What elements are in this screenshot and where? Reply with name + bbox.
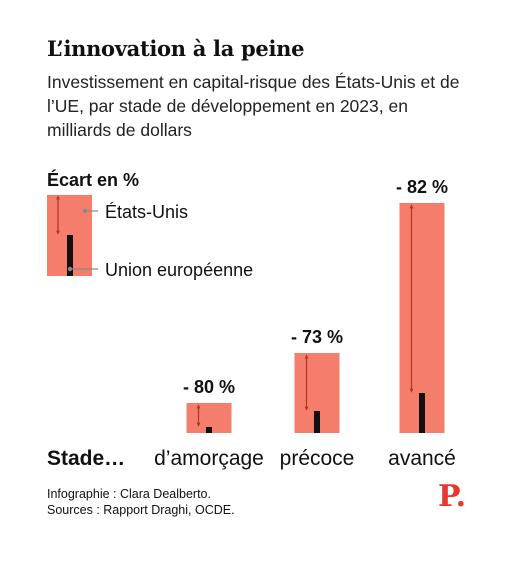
legend-eu-swatch bbox=[67, 235, 73, 276]
footer-credit: Infographie : Clara Dealberto. bbox=[47, 487, 211, 501]
eu-bar bbox=[419, 393, 425, 433]
legend-eu-label: Union européenne bbox=[105, 260, 253, 280]
chart-subtitle: Investissement en capital-risque des Éta… bbox=[47, 72, 460, 140]
legend-us-label: États-Unis bbox=[105, 202, 188, 222]
row-label: Stade… bbox=[47, 447, 125, 470]
chart-title: L’innovation à la peine bbox=[47, 36, 305, 61]
gap-label: - 80 % bbox=[183, 377, 235, 397]
publisher-logo: P. bbox=[438, 479, 467, 514]
legend-eu-dot bbox=[67, 266, 73, 272]
category-label: d’amorçage bbox=[154, 447, 264, 470]
legend-us-dot bbox=[82, 208, 88, 214]
legend: Écart en % États-Unis Union européenne bbox=[47, 169, 253, 280]
eu-bar bbox=[206, 427, 212, 433]
gap-label: - 73 % bbox=[291, 327, 343, 347]
category-label: précoce bbox=[280, 447, 355, 470]
eu-bar bbox=[314, 411, 320, 433]
gap-label: - 82 % bbox=[396, 177, 448, 197]
legend-title: Écart en % bbox=[47, 169, 139, 190]
category-label: avancé bbox=[388, 447, 456, 470]
bars-group: - 80 % d’amorçage - 73 % précoce - 82 % avanc… bbox=[154, 177, 456, 470]
footer-sources: Sources : Rapport Draghi, OCDE. bbox=[47, 503, 235, 517]
